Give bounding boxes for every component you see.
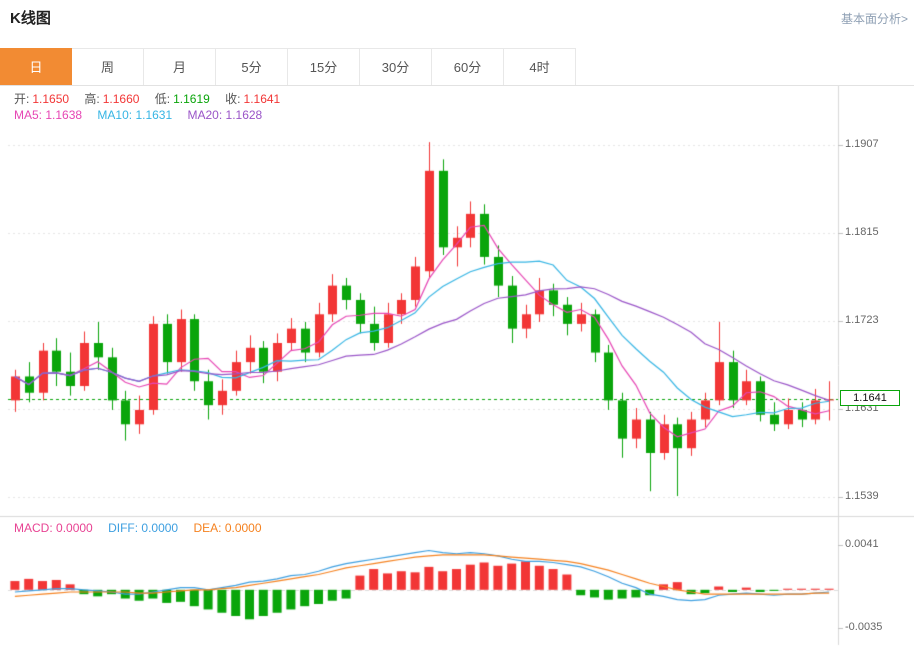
close-label: 收: xyxy=(225,92,241,106)
y-axis-label: 1.1539 xyxy=(845,490,879,502)
tab-day[interactable]: 日 xyxy=(0,48,72,85)
high-label: 高: xyxy=(84,92,100,106)
macd-label: MACD: xyxy=(14,521,53,535)
tab-30min[interactable]: 30分 xyxy=(360,48,432,85)
tab-week[interactable]: 周 xyxy=(72,48,144,85)
macd-legend: MACD: 0.0000 DIFF: 0.0000 DEA: 0.0000 xyxy=(14,521,274,535)
ohlc-legend: 开: 1.1650 高: 1.1660 低: 1.1619 收: 1.1641 xyxy=(14,90,292,107)
dea-value: 0.0000 xyxy=(224,521,262,535)
tab-15min[interactable]: 15分 xyxy=(288,48,360,85)
y-axis-label: 1.1907 xyxy=(845,138,879,150)
ma5-label: MA5: xyxy=(14,108,43,122)
tab-60min[interactable]: 60分 xyxy=(432,48,504,85)
macd-value: 0.0000 xyxy=(56,521,93,535)
period-tabbar: 日 周 月 5分 15分 30分 60分 4时 xyxy=(0,48,914,86)
tab-month[interactable]: 月 xyxy=(144,48,216,85)
tab-5min[interactable]: 5分 xyxy=(216,48,288,85)
ma10-value: 1.1631 xyxy=(135,108,173,122)
y-axis-label: -0.0035 xyxy=(845,621,883,633)
diff-label: DIFF: xyxy=(108,521,139,535)
fundamental-analysis-link[interactable]: 基本面分析> xyxy=(840,12,908,26)
y-axis-label: 1.1815 xyxy=(845,226,879,238)
dea-label: DEA: xyxy=(193,521,222,535)
tab-4hour[interactable]: 4时 xyxy=(504,48,576,85)
diff-value: 0.0000 xyxy=(141,521,179,535)
low-value: 1.1619 xyxy=(173,92,210,106)
high-value: 1.1660 xyxy=(102,92,140,106)
current-price-tag: 1.1641 xyxy=(840,390,900,406)
kline-chart-canvas[interactable] xyxy=(0,86,914,647)
ma10-label: MA10: xyxy=(97,108,133,122)
close-value: 1.1641 xyxy=(243,92,281,106)
ma20-value: 1.1628 xyxy=(225,108,263,122)
low-label: 低: xyxy=(154,92,171,106)
open-label: 开: xyxy=(14,92,30,106)
ma-legend: MA5: 1.1638 MA10: 1.1631 MA20: 1.1628 xyxy=(14,108,274,122)
page-title: K线图 xyxy=(10,10,51,27)
ma5-value: 1.1638 xyxy=(45,108,83,122)
y-axis-label: 0.0041 xyxy=(845,538,879,550)
ma20-label: MA20: xyxy=(187,108,223,122)
y-axis-label: 1.1723 xyxy=(845,314,879,326)
open-value: 1.1650 xyxy=(32,92,70,106)
